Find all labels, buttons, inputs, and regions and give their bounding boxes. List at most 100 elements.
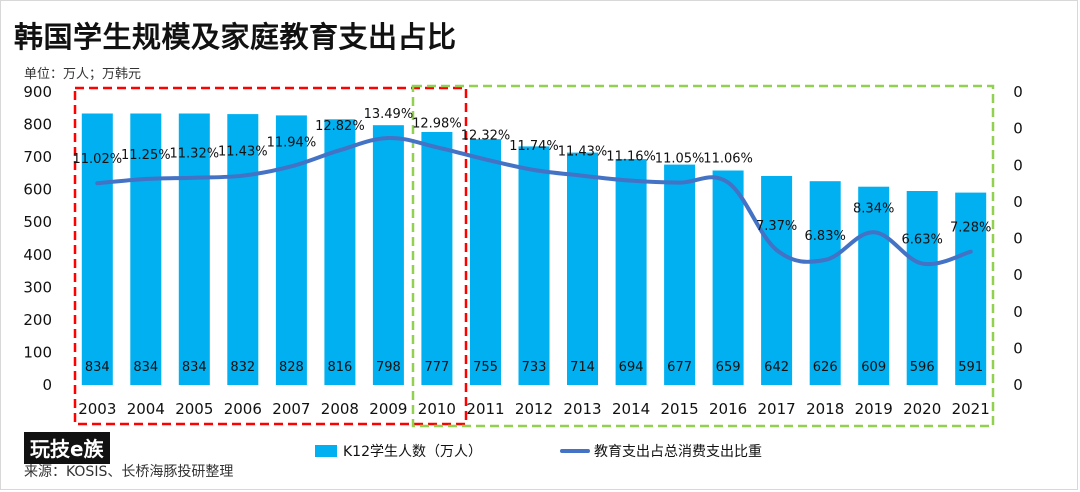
x-tick-2013: 2013 <box>563 400 601 418</box>
left-tick-6: 600 <box>23 181 52 199</box>
line-label-2008: 12.82% <box>315 119 365 134</box>
x-tick-2012: 2012 <box>515 400 553 418</box>
x-tick-2007: 2007 <box>272 400 310 418</box>
line-label-2006: 11.43% <box>218 145 268 160</box>
bar-label-2006: 832 <box>230 360 255 375</box>
line-label-2014: 11.16% <box>606 150 656 165</box>
x-tick-2017: 2017 <box>758 400 796 418</box>
bar-label-2014: 694 <box>619 360 644 375</box>
bar-2020 <box>906 191 938 385</box>
left-tick-4: 400 <box>23 246 52 264</box>
bar-label-2011: 755 <box>473 360 498 375</box>
bar-2012 <box>518 146 550 385</box>
x-tick-2006: 2006 <box>224 400 262 418</box>
line-label-2005: 11.32% <box>170 147 220 162</box>
bar-2004 <box>130 113 162 385</box>
bar-label-2013: 714 <box>570 360 595 375</box>
line-label-2013: 11.43% <box>558 145 608 160</box>
bar-2003 <box>81 113 113 385</box>
x-tick-2019: 2019 <box>855 400 893 418</box>
bar-label-2021: 591 <box>958 360 983 375</box>
right-axis: 0 0 0 0 0 0 0 0 0 <box>1013 83 1023 394</box>
bar-2019 <box>858 186 890 385</box>
line-label-2004: 11.25% <box>121 148 171 163</box>
left-tick-0: 0 <box>42 376 52 394</box>
x-tick-2008: 2008 <box>321 400 359 418</box>
bar-2010 <box>421 132 453 385</box>
bar-2015 <box>664 164 696 385</box>
line-label-2011: 12.32% <box>461 128 511 143</box>
right-tick-4: 0 <box>1013 230 1023 248</box>
right-tick-0: 0 <box>1013 376 1023 394</box>
chart-title: 韩国学生规模及家庭教育支出占比 <box>14 20 457 54</box>
line-label-2003: 11.02% <box>73 152 123 167</box>
x-tick-2014: 2014 <box>612 400 650 418</box>
bar-label-2018: 626 <box>813 360 838 375</box>
x-tick-2005: 2005 <box>175 400 213 418</box>
line-label-2021: 7.28% <box>950 221 991 236</box>
source-note: 来源：KOSIS、长桥海豚投研整理 <box>24 464 234 480</box>
line-label-2010: 12.98% <box>412 116 462 131</box>
bar-2014 <box>615 159 647 385</box>
legend-swatch-bars <box>315 445 337 457</box>
bar-2008 <box>324 119 356 386</box>
green-dashed-box <box>411 84 995 428</box>
unit-note: 单位：万人；万韩元 <box>24 67 142 82</box>
left-axis: 0 100 200 300 400 500 600 700 800 900 <box>23 83 52 394</box>
bar-label-2005: 834 <box>182 360 207 375</box>
line-label-2017: 7.37% <box>756 219 797 234</box>
x-tick-2004: 2004 <box>127 400 165 418</box>
bar-label-2016: 659 <box>716 360 741 375</box>
bar-label-2019: 609 <box>861 360 886 375</box>
line-label-2016: 11.06% <box>703 152 753 167</box>
legend-label-line: 教育支出占总消费支出比重 <box>594 444 762 460</box>
brand-watermark: 玩技e族 <box>24 432 110 464</box>
line-label-2020: 6.63% <box>902 233 943 248</box>
bar-label-2017: 642 <box>764 360 789 375</box>
x-tick-2020: 2020 <box>903 400 941 418</box>
line-series-education-share <box>95 135 973 267</box>
left-tick-9: 900 <box>23 83 52 101</box>
right-tick-7: 0 <box>1013 120 1023 138</box>
right-tick-6: 0 <box>1013 156 1023 174</box>
bar-label-2010: 777 <box>424 360 449 375</box>
x-tick-2016: 2016 <box>709 400 747 418</box>
right-tick-3: 0 <box>1013 266 1023 284</box>
x-tick-2010: 2010 <box>418 400 456 418</box>
bar-2021 <box>955 192 987 385</box>
line-label-2019: 8.34% <box>853 201 894 216</box>
line-label-2015: 11.05% <box>655 152 705 167</box>
x-tick-2009: 2009 <box>369 400 407 418</box>
bar-2018 <box>809 181 841 385</box>
bar-label-2012: 733 <box>522 360 547 375</box>
legend-label-bars: K12学生人数（万人） <box>343 444 482 460</box>
bar-2011 <box>470 139 501 385</box>
bar-label-2003: 834 <box>85 360 110 375</box>
line-label-2007: 11.94% <box>267 135 317 150</box>
left-tick-1: 100 <box>23 343 52 361</box>
line-labels-layer: 11.02%11.25%11.32%11.43%11.94%12.82%13.4… <box>73 107 992 248</box>
bar-2013 <box>567 152 598 385</box>
legend: K12学生人数（万人） 教育支出占总消费支出比重 <box>315 444 762 460</box>
bars-layer <box>81 113 987 386</box>
bar-2006 <box>227 114 259 385</box>
bar-2017 <box>761 176 793 385</box>
x-tick-2015: 2015 <box>661 400 699 418</box>
bar-label-2008: 816 <box>327 360 352 375</box>
x-tick-2003: 2003 <box>78 400 116 418</box>
left-tick-3: 300 <box>23 278 52 296</box>
bar-labels-layer: 834 834 834 832 828 816 798 777 755 733 714 694 677 6… <box>85 360 983 375</box>
right-tick-5: 0 <box>1013 193 1023 211</box>
bar-2005 <box>178 113 210 385</box>
bar-2016 <box>712 170 744 385</box>
bar-2009 <box>372 125 404 385</box>
left-tick-7: 700 <box>23 148 52 166</box>
bar-label-2020: 596 <box>910 360 935 375</box>
line-layer <box>95 135 973 267</box>
bar-label-2007: 828 <box>279 360 304 375</box>
line-label-2018: 6.83% <box>805 229 846 244</box>
right-tick-1: 0 <box>1013 339 1023 357</box>
bar-label-2015: 677 <box>667 360 692 375</box>
